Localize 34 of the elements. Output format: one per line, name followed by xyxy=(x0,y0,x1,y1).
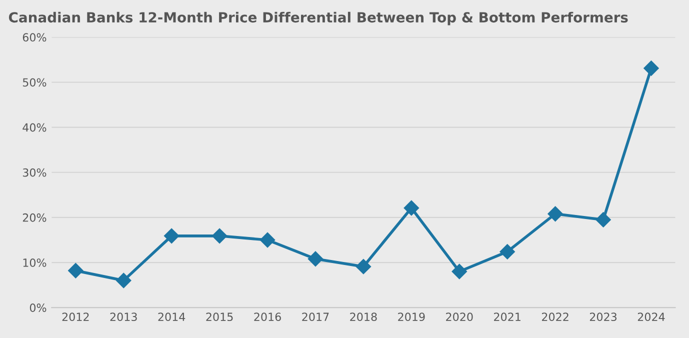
y-tick-label: 40% xyxy=(22,123,46,132)
point xyxy=(164,228,180,244)
y-tick-label: 20% xyxy=(22,213,46,222)
point xyxy=(68,263,84,278)
point xyxy=(644,60,659,76)
x-tick-label: 2012 xyxy=(62,312,89,322)
y-tick-label: 30% xyxy=(22,168,46,177)
point xyxy=(404,200,419,216)
x-tick-label: 2022 xyxy=(542,312,568,322)
x-tick-label: 2023 xyxy=(590,312,617,322)
y-tick-label: 50% xyxy=(22,78,46,87)
x-tick-label: 2024 xyxy=(638,312,665,322)
x-tick-label: 2014 xyxy=(158,312,186,322)
y-tick-label: 0% xyxy=(30,304,46,312)
point xyxy=(548,206,563,222)
x-tick-label: 2017 xyxy=(302,312,329,322)
point xyxy=(260,232,276,248)
x-tick-label: 2019 xyxy=(398,312,425,322)
y-tick-label: 10% xyxy=(23,258,46,267)
chart-title: Canadian Banks 12-Month Price Differential Between Top & Bottom Performers xyxy=(8,12,628,26)
point xyxy=(308,251,324,266)
point xyxy=(356,259,372,274)
point xyxy=(596,212,611,228)
x-tick-label: 2013 xyxy=(110,312,137,322)
y-tick-label: 60% xyxy=(22,33,46,42)
point xyxy=(212,228,228,244)
point xyxy=(452,264,467,280)
x-tick-label: 2018 xyxy=(350,312,377,322)
x-tick-label: 2021 xyxy=(494,312,520,322)
point xyxy=(116,272,132,288)
x-tick-label: 2015 xyxy=(206,312,233,322)
x-tick-label: 2020 xyxy=(446,312,473,322)
point xyxy=(500,244,515,260)
x-tick-label: 2016 xyxy=(254,312,281,322)
